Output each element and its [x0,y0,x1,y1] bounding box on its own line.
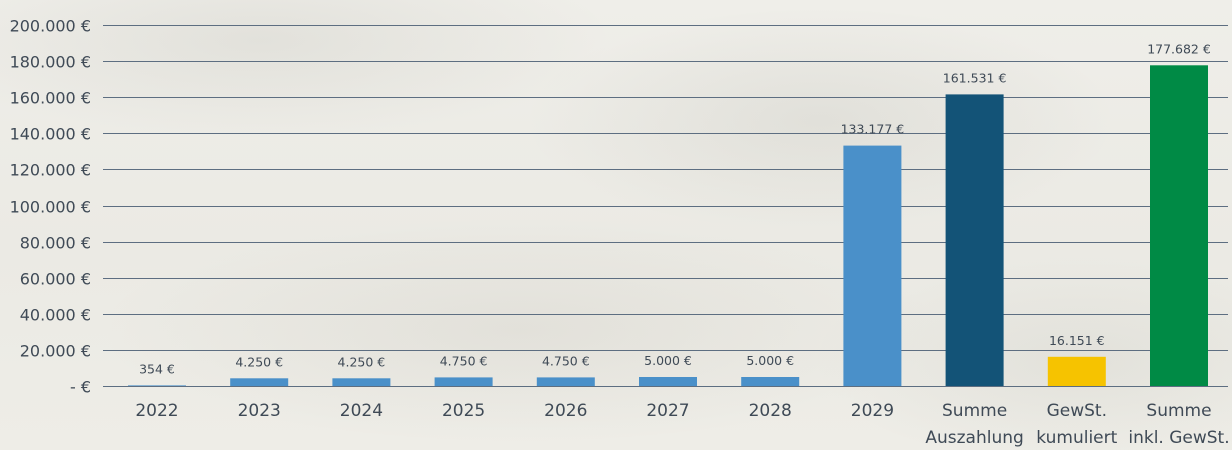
x-tick-label: 2026 [544,401,587,421]
x-tick-label: 2022 [135,401,178,421]
data-label: 4.750 € [542,353,590,368]
bar [741,377,800,386]
x-tick-label: 2029 [851,401,894,421]
y-tick-label: 160.000 € [10,89,91,108]
data-label: 4.250 € [338,354,386,369]
y-tick-label: 20.000 € [20,342,91,361]
x-tick-label: Auszahlung [925,428,1023,448]
x-tick-label: 2027 [646,401,689,421]
bar [332,378,391,386]
bar [1047,356,1106,386]
bar [128,385,186,386]
y-tick-label: 180.000 € [10,53,91,72]
x-tick-label: 2023 [238,401,281,421]
y-tick-label: 140.000 € [10,125,91,144]
data-label: 5.000 € [746,353,794,368]
data-label: 133.177 € [841,122,905,137]
x-axis-tick-labels: 2022 2023 2024 2025 2026 2027 2028 2029 Summe Aus… [135,401,1229,448]
y-tick-label: 200.000 € [10,17,91,36]
bar [230,378,289,386]
bar [639,377,697,386]
bar [1150,65,1208,387]
x-tick-label: kumuliert [1036,428,1117,448]
y-axis-tick-labels: - € 20.000 € 40.000 € 60.000 € 80.000 € 100.0… [10,17,91,397]
data-label: 5.000 € [644,353,692,368]
y-tick-label: - € [70,378,91,397]
bars [128,65,1208,387]
data-label: 177.682 € [1147,41,1211,56]
bar [536,377,595,386]
y-tick-label: 120.000 € [10,161,91,180]
data-labels: 354 € 4.250 € 4.250 € 4.750 € 4.750 € 5.000 €… [139,41,1211,376]
y-tick-label: 40.000 € [20,306,91,325]
bar [945,94,1004,387]
y-tick-label: 60.000 € [20,270,91,289]
x-tick-label: 2028 [749,401,792,421]
x-tick-label: inkl. GewSt. [1128,428,1229,448]
data-label: 354 € [139,361,175,376]
x-tick-label: GewSt. [1047,401,1107,421]
x-tick-label: Summe [942,401,1007,421]
bar [434,377,493,386]
data-label: 16.151 € [1049,333,1105,348]
data-label: 4.750 € [440,353,488,368]
bar [843,145,902,386]
y-tick-label: 100.000 € [10,198,91,217]
gridlines [103,25,1228,387]
data-label: 4.250 € [235,354,283,369]
data-label: 161.531 € [943,70,1007,85]
x-tick-label: 2024 [340,401,383,421]
x-tick-label: 2025 [442,401,485,421]
y-tick-label: 80.000 € [20,234,91,253]
x-tick-label: Summe [1146,401,1211,421]
